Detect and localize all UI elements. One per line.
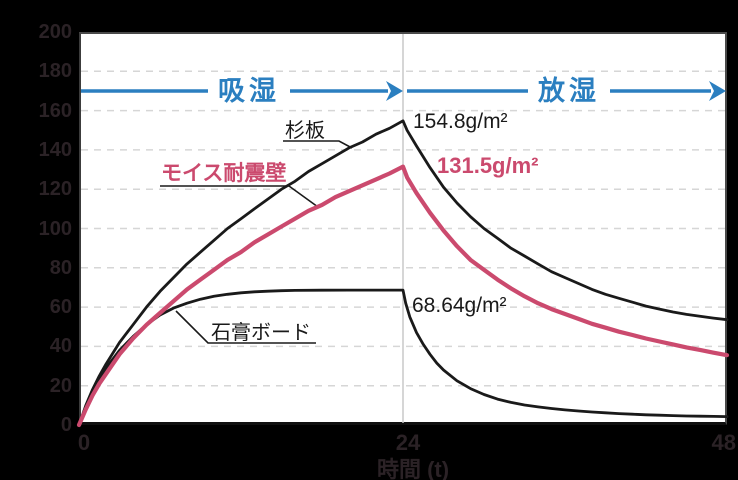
series-label-sugi-board: 杉板	[285, 120, 325, 142]
y-tick-label: 0	[60, 414, 72, 436]
y-tick-label: 40	[49, 335, 72, 358]
y-tick-label: 140	[38, 138, 72, 161]
y-tick-label: 120	[38, 178, 72, 201]
phase-label-desorption: 放湿	[528, 73, 610, 109]
y-tick-label: 180	[38, 60, 72, 83]
x-tick-label: 0	[77, 430, 91, 455]
phase-label-absorption: 吸湿	[208, 73, 290, 109]
y-tick-label: 80	[49, 256, 72, 279]
plot-area	[79, 32, 727, 425]
peak-value-sugi: 154.8g/m²	[413, 110, 508, 133]
x-axis-title: 時間 (t)	[376, 457, 450, 480]
series-label-gypsum-board: 石膏ボード	[211, 322, 311, 344]
y-tick-label: 20	[49, 374, 72, 397]
x-tick-label: 48	[711, 430, 736, 455]
x-tick-label: 24	[395, 430, 421, 455]
peak-value-moiss: 131.5g/m²	[437, 153, 539, 178]
y-tick-label: 60	[49, 296, 72, 319]
y-tick-label: 160	[38, 99, 72, 122]
y-tick-label: 100	[38, 217, 72, 240]
series-label-moiss-wall: モイス耐震壁	[161, 162, 287, 185]
y-tick-label: 200	[38, 21, 72, 43]
peak-value-gypsum: 68.64g/m²	[412, 294, 507, 317]
